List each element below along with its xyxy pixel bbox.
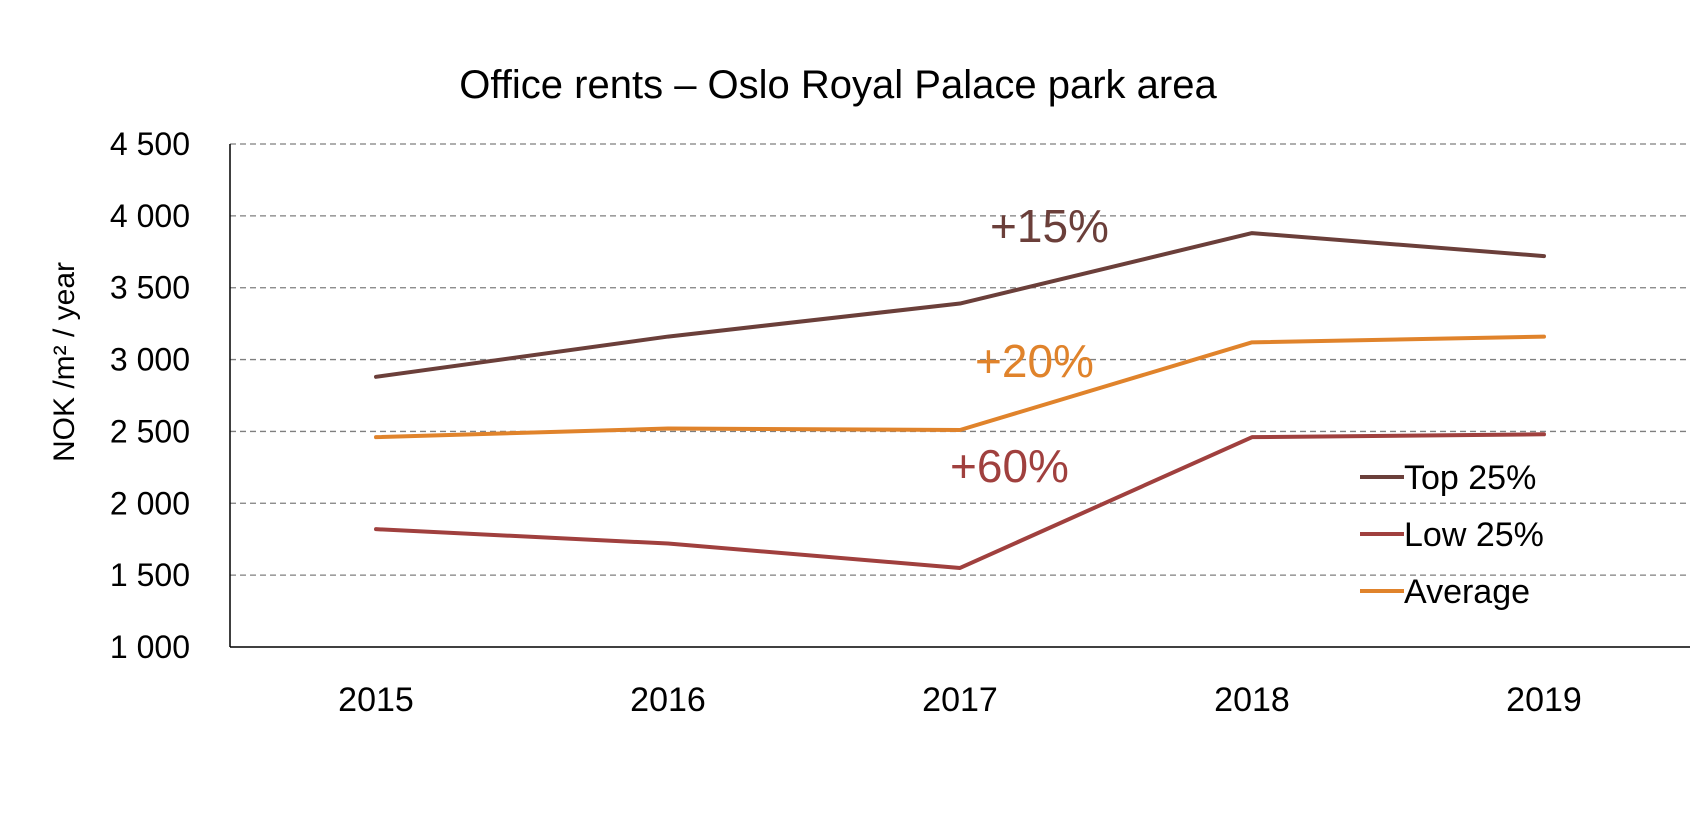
axes (229, 144, 1690, 648)
chart-title: Office rents – Oslo Royal Palace park ar… (459, 63, 1217, 107)
x-tick-labels: 2015 2016 2017 2018 2019 (338, 681, 1582, 719)
annotation-label: +20% (975, 335, 1094, 387)
annotation-label: +15% (990, 200, 1109, 252)
legend: Top 25% Low 25% Average (1360, 459, 1544, 611)
y-tick-label: 2 500 (110, 413, 190, 449)
y-tick-label: 4 500 (110, 126, 190, 162)
x-tick-label: 2017 (922, 681, 998, 719)
y-axis-label: NOK /m² / year (48, 262, 81, 462)
x-tick-label: 2018 (1214, 681, 1290, 719)
y-tick-label: 3 500 (110, 270, 190, 306)
legend-label: Average (1404, 573, 1530, 611)
x-tick-label: 2015 (338, 681, 414, 719)
legend-label: Low 25% (1404, 516, 1544, 554)
y-tick-label: 3 000 (110, 342, 190, 378)
annotation-label: +60% (950, 440, 1069, 492)
series-line-top-25 (374, 231, 1546, 379)
x-tick-label: 2019 (1506, 681, 1582, 719)
legend-label: Top 25% (1404, 459, 1536, 497)
y-tick-label: 1 500 (110, 557, 190, 593)
y-tick-label: 1 000 (110, 629, 190, 665)
series-line-average (374, 334, 1546, 440)
series-line-low-25 (374, 432, 1546, 570)
y-tick-labels: 1 000 1 500 2 000 2 500 3 000 3 500 4 000 4 500 (110, 126, 190, 665)
annotations: +15% +20% +60% (950, 200, 1109, 492)
series-lines (374, 231, 1546, 570)
y-tick-label: 2 000 (110, 485, 190, 521)
x-tick-label: 2016 (630, 681, 706, 719)
y-tick-label: 4 000 (110, 198, 190, 234)
gridlines (230, 143, 1690, 576)
